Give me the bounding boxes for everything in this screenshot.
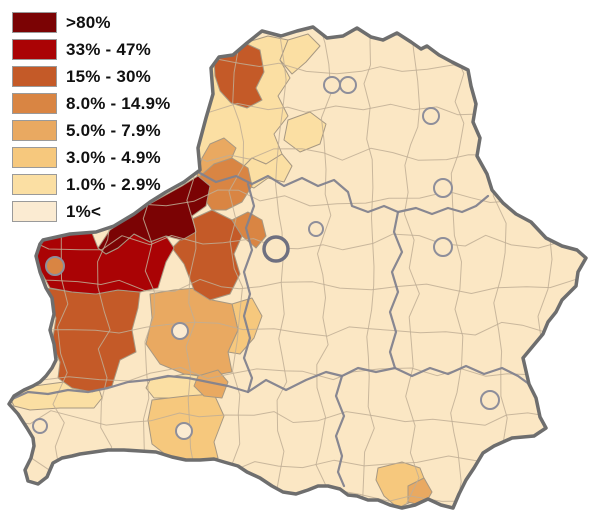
brest-city-circle [32, 418, 48, 434]
legend-swatch [12, 12, 57, 33]
legend-row: 1%< [12, 201, 170, 222]
oblast-border-line [246, 366, 397, 394]
baranavichy-city-circle [175, 422, 193, 440]
legend-swatch [12, 147, 57, 168]
minsk-city-circle [262, 235, 290, 263]
legend-swatch [12, 39, 57, 60]
hrodna-city-circle [45, 256, 65, 276]
legend-swatch [12, 120, 57, 141]
oblast-border-line [196, 170, 490, 216]
oblast-border-line [9, 374, 250, 402]
district-border-line [362, 27, 375, 500]
district-border-line [9, 321, 582, 337]
district-border-line [9, 367, 578, 382]
legend-label: 15% - 30% [66, 66, 151, 86]
district-border-line [9, 410, 586, 426]
district-border-line [9, 278, 578, 294]
district-border-line [227, 27, 244, 498]
oblast-border-line [388, 210, 404, 370]
map-legend: >80% 33% - 47% 15% - 30% 8.0% - 14.9% 5.… [12, 12, 170, 222]
legend-row: 8.0% - 14.9% [12, 93, 170, 114]
district-border-line [450, 27, 465, 508]
legend-label: >80% [66, 12, 111, 32]
orsha-city-circle [433, 178, 453, 198]
oblast-border-line [334, 374, 346, 488]
polatsk-city-circle [323, 76, 341, 94]
legend-row: 3.0% - 4.9% [12, 147, 170, 168]
oblast-border-line [393, 364, 531, 386]
legend-label: 1.0% - 2.9% [66, 174, 161, 194]
oblast-border-line [242, 182, 256, 394]
legend-row: >80% [12, 12, 170, 33]
district-regions-layer [9, 33, 433, 508]
vitsebsk-city-circle [422, 107, 440, 125]
legend-row: 5.0% - 7.9% [12, 120, 170, 141]
legend-label: 5.0% - 7.9% [66, 120, 161, 140]
legend-row: 1.0% - 2.9% [12, 174, 170, 195]
legend-swatch [12, 66, 57, 87]
legend-row: 15% - 30% [12, 66, 170, 87]
mahilyow-city-circle [433, 237, 453, 257]
legend-swatch [12, 174, 57, 195]
oblast-borders-layer [9, 170, 531, 488]
city-circles-layer [32, 76, 500, 440]
slonim-district [193, 369, 229, 399]
barysaw-city-circle [308, 221, 324, 237]
lida-city-circle [171, 322, 189, 340]
legend-swatch [12, 201, 57, 222]
country-outline [7, 25, 588, 510]
valozhyn-district [231, 211, 267, 249]
legend-row: 33% - 47% [12, 39, 170, 60]
legend-label: 3.0% - 4.9% [66, 147, 161, 167]
navapolatsk-city-circle [339, 76, 357, 94]
homel-city-circle [480, 390, 500, 410]
legend-label: 1%< [66, 201, 102, 221]
northwest-upper-district [279, 33, 321, 75]
district-border-line [315, 27, 332, 494]
legend-label: 8.0% - 14.9% [66, 93, 171, 113]
legend-swatch [12, 93, 57, 114]
vitsebsk-west-district [283, 111, 327, 153]
legend-label: 33% - 47% [66, 39, 151, 59]
district-border-line [9, 233, 579, 251]
